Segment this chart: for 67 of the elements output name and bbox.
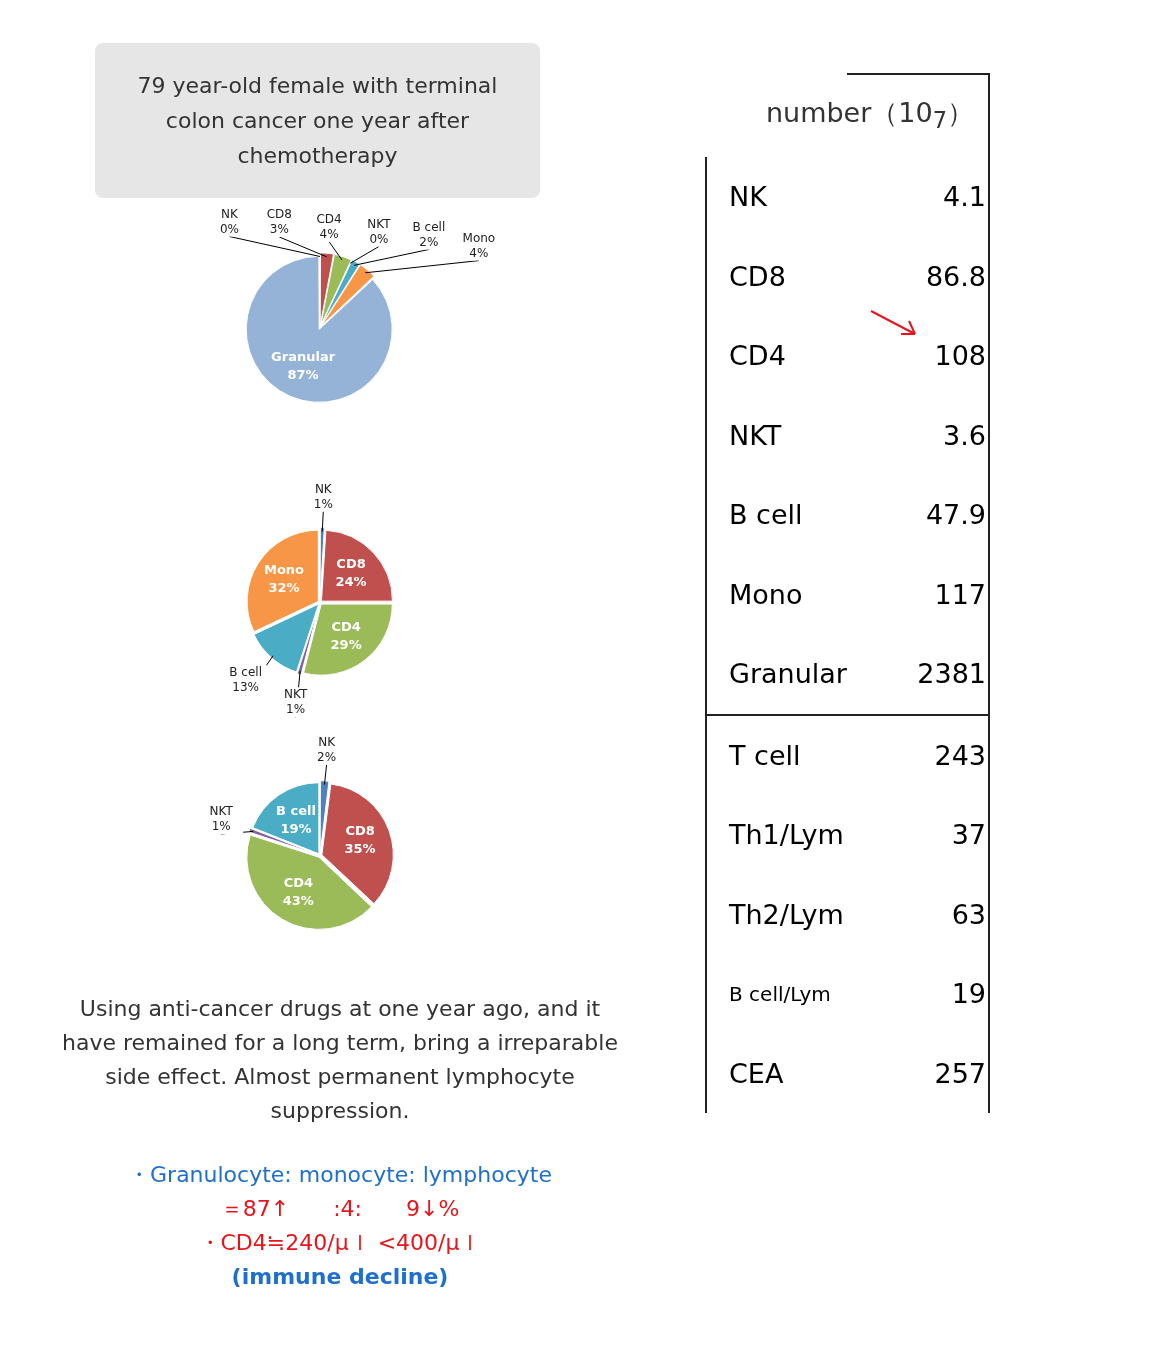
slice-label: CD8 — [345, 823, 375, 839]
data-label: 43% — [282, 892, 314, 908]
data-label: 3.6 — [942, 418, 987, 453]
text: number（10$_{7}$） — [765, 96, 974, 134]
data-label: 29% — [330, 636, 362, 652]
text: ・Granulocyte: monocyte: lymphocyte — [127, 1161, 553, 1189]
data-label: 117 — [933, 577, 987, 612]
data-label: 2381 — [893, 634, 989, 715]
category-label: B cell — [728, 498, 804, 533]
data-label: 1% — [286, 702, 306, 717]
category-label: CEA — [728, 1056, 785, 1091]
data-label: 63 — [950, 897, 987, 932]
data-label: 19 — [950, 977, 987, 1012]
slice-label: CD8 — [336, 555, 366, 571]
data-label: 19% — [280, 820, 312, 836]
slice-label: Granular — [271, 348, 336, 364]
data-label: 37 — [950, 818, 987, 853]
data-label: 108 — [933, 339, 987, 374]
slice-label: NKT — [209, 804, 234, 819]
text: 0% — [219, 221, 240, 236]
data-label: 86.8 — [924, 259, 987, 294]
category-label: T cell — [728, 738, 802, 773]
chart-title: 79 year-old female with terminal colon cancer one year after chemotherapy — [95, 43, 540, 198]
slice-label: Mono — [462, 230, 496, 245]
text: ・CD4≒240/μｌ <400/μｌ — [197, 1229, 483, 1257]
data-label: 87% — [287, 366, 319, 382]
slice-label: B cell — [412, 219, 446, 234]
category-label: Th2/Lym — [728, 897, 845, 932]
slice-label: CD4 — [283, 874, 314, 890]
text: ＝87↑ :4: 9↓% — [219, 1195, 461, 1223]
data-label: 24% — [335, 573, 367, 589]
slice-label: NK — [318, 734, 337, 749]
category-label: Granular — [706, 634, 894, 715]
slice-label: Mono — [264, 562, 305, 578]
data-label: 1% — [211, 819, 231, 834]
data-label: 2% — [419, 234, 439, 249]
data-label: 4.1 — [942, 180, 987, 215]
slice-label: CD4 — [331, 618, 361, 634]
category-label: CD8 — [728, 259, 787, 294]
data-label: 35% — [344, 841, 376, 857]
slice-label: NKT — [284, 687, 308, 702]
category-label: NKT — [728, 418, 783, 453]
data-label: 3% — [269, 222, 289, 237]
data-label: 243 — [933, 738, 987, 773]
category-label: B cell/Lym — [728, 980, 832, 1008]
data-label: 4% — [319, 226, 339, 241]
data-label: 4% — [469, 245, 489, 260]
data-label: 257 — [933, 1056, 987, 1091]
slice-label: NK — [314, 481, 333, 496]
text: (immune decline) — [230, 1263, 450, 1291]
slice-label: CD8 — [266, 207, 292, 222]
category-label: Th1/Lym — [728, 818, 845, 853]
data-label: 32% — [268, 580, 300, 596]
slice-label: B cell — [229, 665, 262, 680]
data-label: 13% — [232, 680, 259, 695]
data-label: 1% — [313, 496, 333, 511]
text: Using anti-cancer drugs at one year ago, and it have remained for a long term, bring a irreparable side effect. Almost permanent lymphocyte suppression. — [61, 995, 619, 1125]
slice-label: B cell — [276, 802, 316, 818]
slice-label: CD4 — [316, 211, 342, 226]
category-label: NKT — [367, 216, 391, 231]
text: 0% — [369, 231, 389, 246]
category-label: CD4 — [728, 339, 787, 374]
category-label: NK — [728, 180, 768, 215]
data-label: 2% — [317, 749, 337, 764]
category-label: Mono — [728, 577, 804, 612]
data-label: 47.9 — [924, 498, 987, 533]
category-label: NK — [221, 206, 238, 221]
